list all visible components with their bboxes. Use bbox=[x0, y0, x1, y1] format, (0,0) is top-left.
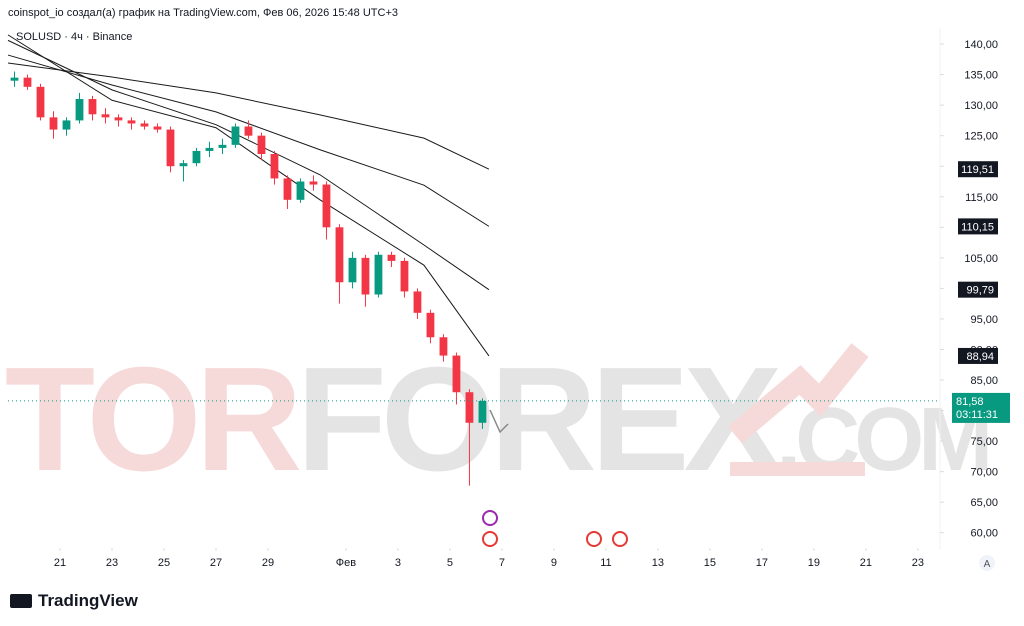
price-label-box bbox=[958, 347, 998, 364]
price-label: 110,15 bbox=[961, 221, 994, 233]
y-tick-label: 105,00 bbox=[964, 253, 998, 265]
candle-body bbox=[23, 77, 32, 87]
x-tick-label: 11 bbox=[600, 557, 611, 569]
price-label: 99,79 bbox=[966, 285, 994, 297]
x-tick-label: 19 bbox=[808, 557, 820, 569]
auto-button-bg[interactable] bbox=[979, 555, 995, 571]
candle-body bbox=[335, 227, 344, 283]
candle-body bbox=[348, 257, 357, 283]
candle-body bbox=[88, 99, 97, 115]
x-tick-label: Фев bbox=[336, 557, 356, 569]
watermark-bar bbox=[730, 462, 865, 476]
x-tick-label: 3 bbox=[395, 557, 401, 569]
ma-line bbox=[7, 39, 490, 291]
auto-button[interactable]: A bbox=[984, 559, 991, 570]
x-tick-label: 5 bbox=[447, 557, 453, 569]
x-tick-label: 27 bbox=[210, 557, 222, 569]
ma-line bbox=[7, 62, 490, 170]
price-label: 88,94 bbox=[966, 351, 994, 363]
y-tick-label: 95,00 bbox=[970, 314, 998, 326]
x-tick-label: 21 bbox=[860, 557, 872, 569]
candle-body bbox=[322, 184, 331, 228]
y-tick-label: 75,00 bbox=[970, 436, 998, 448]
candle-body bbox=[361, 257, 370, 295]
brand-logo bbox=[10, 594, 32, 608]
price-label-box bbox=[958, 161, 998, 178]
x-tick-label: 7 bbox=[499, 557, 505, 569]
candle-body bbox=[387, 254, 396, 261]
y-tick-label: 115,00 bbox=[965, 192, 998, 204]
ma-line bbox=[7, 54, 490, 227]
candle-body bbox=[192, 150, 201, 164]
candle-body bbox=[140, 123, 149, 127]
candle-body bbox=[270, 154, 279, 179]
candle-body bbox=[179, 163, 188, 167]
symbol: SOLUSD · 4ч · Binance bbox=[16, 31, 132, 43]
x-tick-label: 25 bbox=[158, 557, 170, 569]
price-label-box bbox=[958, 218, 998, 235]
candle-body bbox=[10, 77, 19, 81]
y-tick-label: 135,00 bbox=[964, 70, 998, 82]
candle-body bbox=[439, 337, 448, 356]
last-price-label: 81,58 bbox=[956, 396, 984, 408]
y-tick-label: 125,00 bbox=[964, 131, 998, 143]
x-tick-label: 17 bbox=[756, 557, 768, 569]
watermark-left: TOR bbox=[5, 337, 300, 502]
candle-body bbox=[62, 120, 71, 130]
y-tick-label: 70,00 bbox=[970, 467, 998, 479]
event-icons bbox=[482, 510, 628, 547]
candle-body bbox=[374, 254, 383, 295]
candle-body bbox=[114, 117, 123, 121]
watermark-arrow bbox=[727, 343, 869, 444]
watermark-middle: FOREX bbox=[296, 337, 781, 502]
y-tick-label: 60,00 bbox=[970, 528, 998, 540]
candle-body bbox=[309, 181, 318, 185]
ma-line bbox=[7, 34, 490, 357]
candle-body bbox=[166, 129, 175, 167]
brand: TradingView bbox=[38, 591, 139, 610]
candle-body bbox=[231, 126, 240, 145]
candle-body bbox=[400, 260, 409, 292]
candle-body bbox=[296, 181, 305, 200]
y-tick-label: 130,00 bbox=[964, 100, 998, 112]
candle-body bbox=[257, 135, 266, 155]
forecast-arrow bbox=[489, 409, 509, 434]
x-tick-label: 9 bbox=[551, 557, 557, 569]
candle-body bbox=[465, 392, 474, 423]
watermark: TORFOREX.COM bbox=[5, 337, 988, 502]
candle-body bbox=[426, 312, 435, 338]
x-tick-label: 29 bbox=[262, 557, 274, 569]
caption: coinspot_io создал(а) график на TradingV… bbox=[8, 7, 398, 19]
y-tick-label: 85,00 bbox=[970, 375, 998, 387]
candle-body bbox=[218, 144, 227, 148]
candle-body bbox=[413, 291, 422, 313]
price-label: 119,51 bbox=[961, 164, 994, 176]
candle-body bbox=[478, 400, 487, 423]
candle-body bbox=[101, 114, 110, 118]
candle-body bbox=[283, 178, 292, 200]
x-tick-label: 15 bbox=[704, 557, 716, 569]
x-tick-label: 21 bbox=[54, 557, 66, 569]
last-price-box bbox=[952, 392, 1010, 423]
candle-body bbox=[153, 126, 162, 130]
x-tick-label: 23 bbox=[106, 557, 118, 569]
countdown: 03:11:31 bbox=[956, 409, 998, 421]
price-label-box bbox=[958, 281, 998, 298]
candle-body bbox=[36, 86, 45, 118]
candle-body bbox=[49, 117, 58, 130]
x-tick-label: 13 bbox=[652, 557, 664, 569]
x-tick-label: 23 bbox=[912, 557, 924, 569]
candle-body bbox=[452, 355, 461, 393]
candle-body bbox=[127, 120, 136, 124]
y-tick-label: 140,00 bbox=[964, 39, 998, 51]
y-tick-label: 65,00 bbox=[970, 497, 998, 509]
candle-body bbox=[244, 126, 253, 136]
candle-body bbox=[75, 99, 84, 121]
candle-body bbox=[205, 147, 214, 151]
